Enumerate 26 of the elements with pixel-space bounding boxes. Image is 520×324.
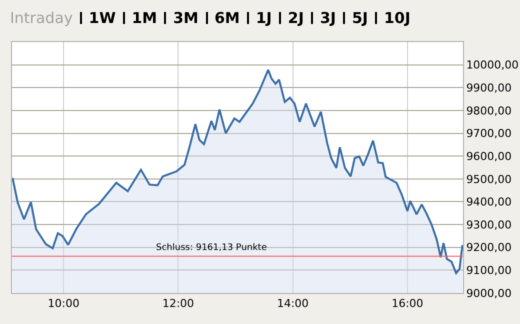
text: 10J [383, 9, 412, 27]
x-tick-label: 14:00 [276, 297, 309, 310]
y-tick-label: 9300,00 [466, 218, 512, 232]
y-tick-label: 9100,00 [466, 264, 512, 278]
y-tick-label: 9500,00 [466, 172, 512, 186]
text: 1J [254, 9, 273, 27]
y-tick-label: 9400,00 [466, 196, 512, 209]
y-tick-label: 9700,00 [466, 127, 512, 140]
text: 6M [214, 9, 241, 27]
text: 3M [172, 9, 200, 27]
x-tick-label: 12:00 [162, 297, 194, 310]
y-tick-label: 9200,00 [466, 241, 512, 254]
text: 3J [318, 9, 337, 27]
y-tick-label: 9000,00 [466, 286, 512, 300]
text: Intraday [9, 9, 74, 27]
y-tick-label: 10000,00 [466, 58, 519, 72]
text: 1M [130, 9, 158, 27]
text: 5J [350, 9, 369, 27]
y-tick-label: 9800,00 [466, 104, 512, 118]
text: 1W [88, 9, 117, 27]
text: 2J [286, 9, 305, 27]
y-tick-label: 9600,00 [466, 150, 512, 163]
y-tick-label: 9900,00 [466, 81, 512, 94]
x-tick-label: 10:00 [48, 297, 80, 310]
x-tick-label: 16:00 [392, 297, 424, 310]
ref-line-label: Schluss: 9161,13 Punkte [156, 243, 268, 253]
